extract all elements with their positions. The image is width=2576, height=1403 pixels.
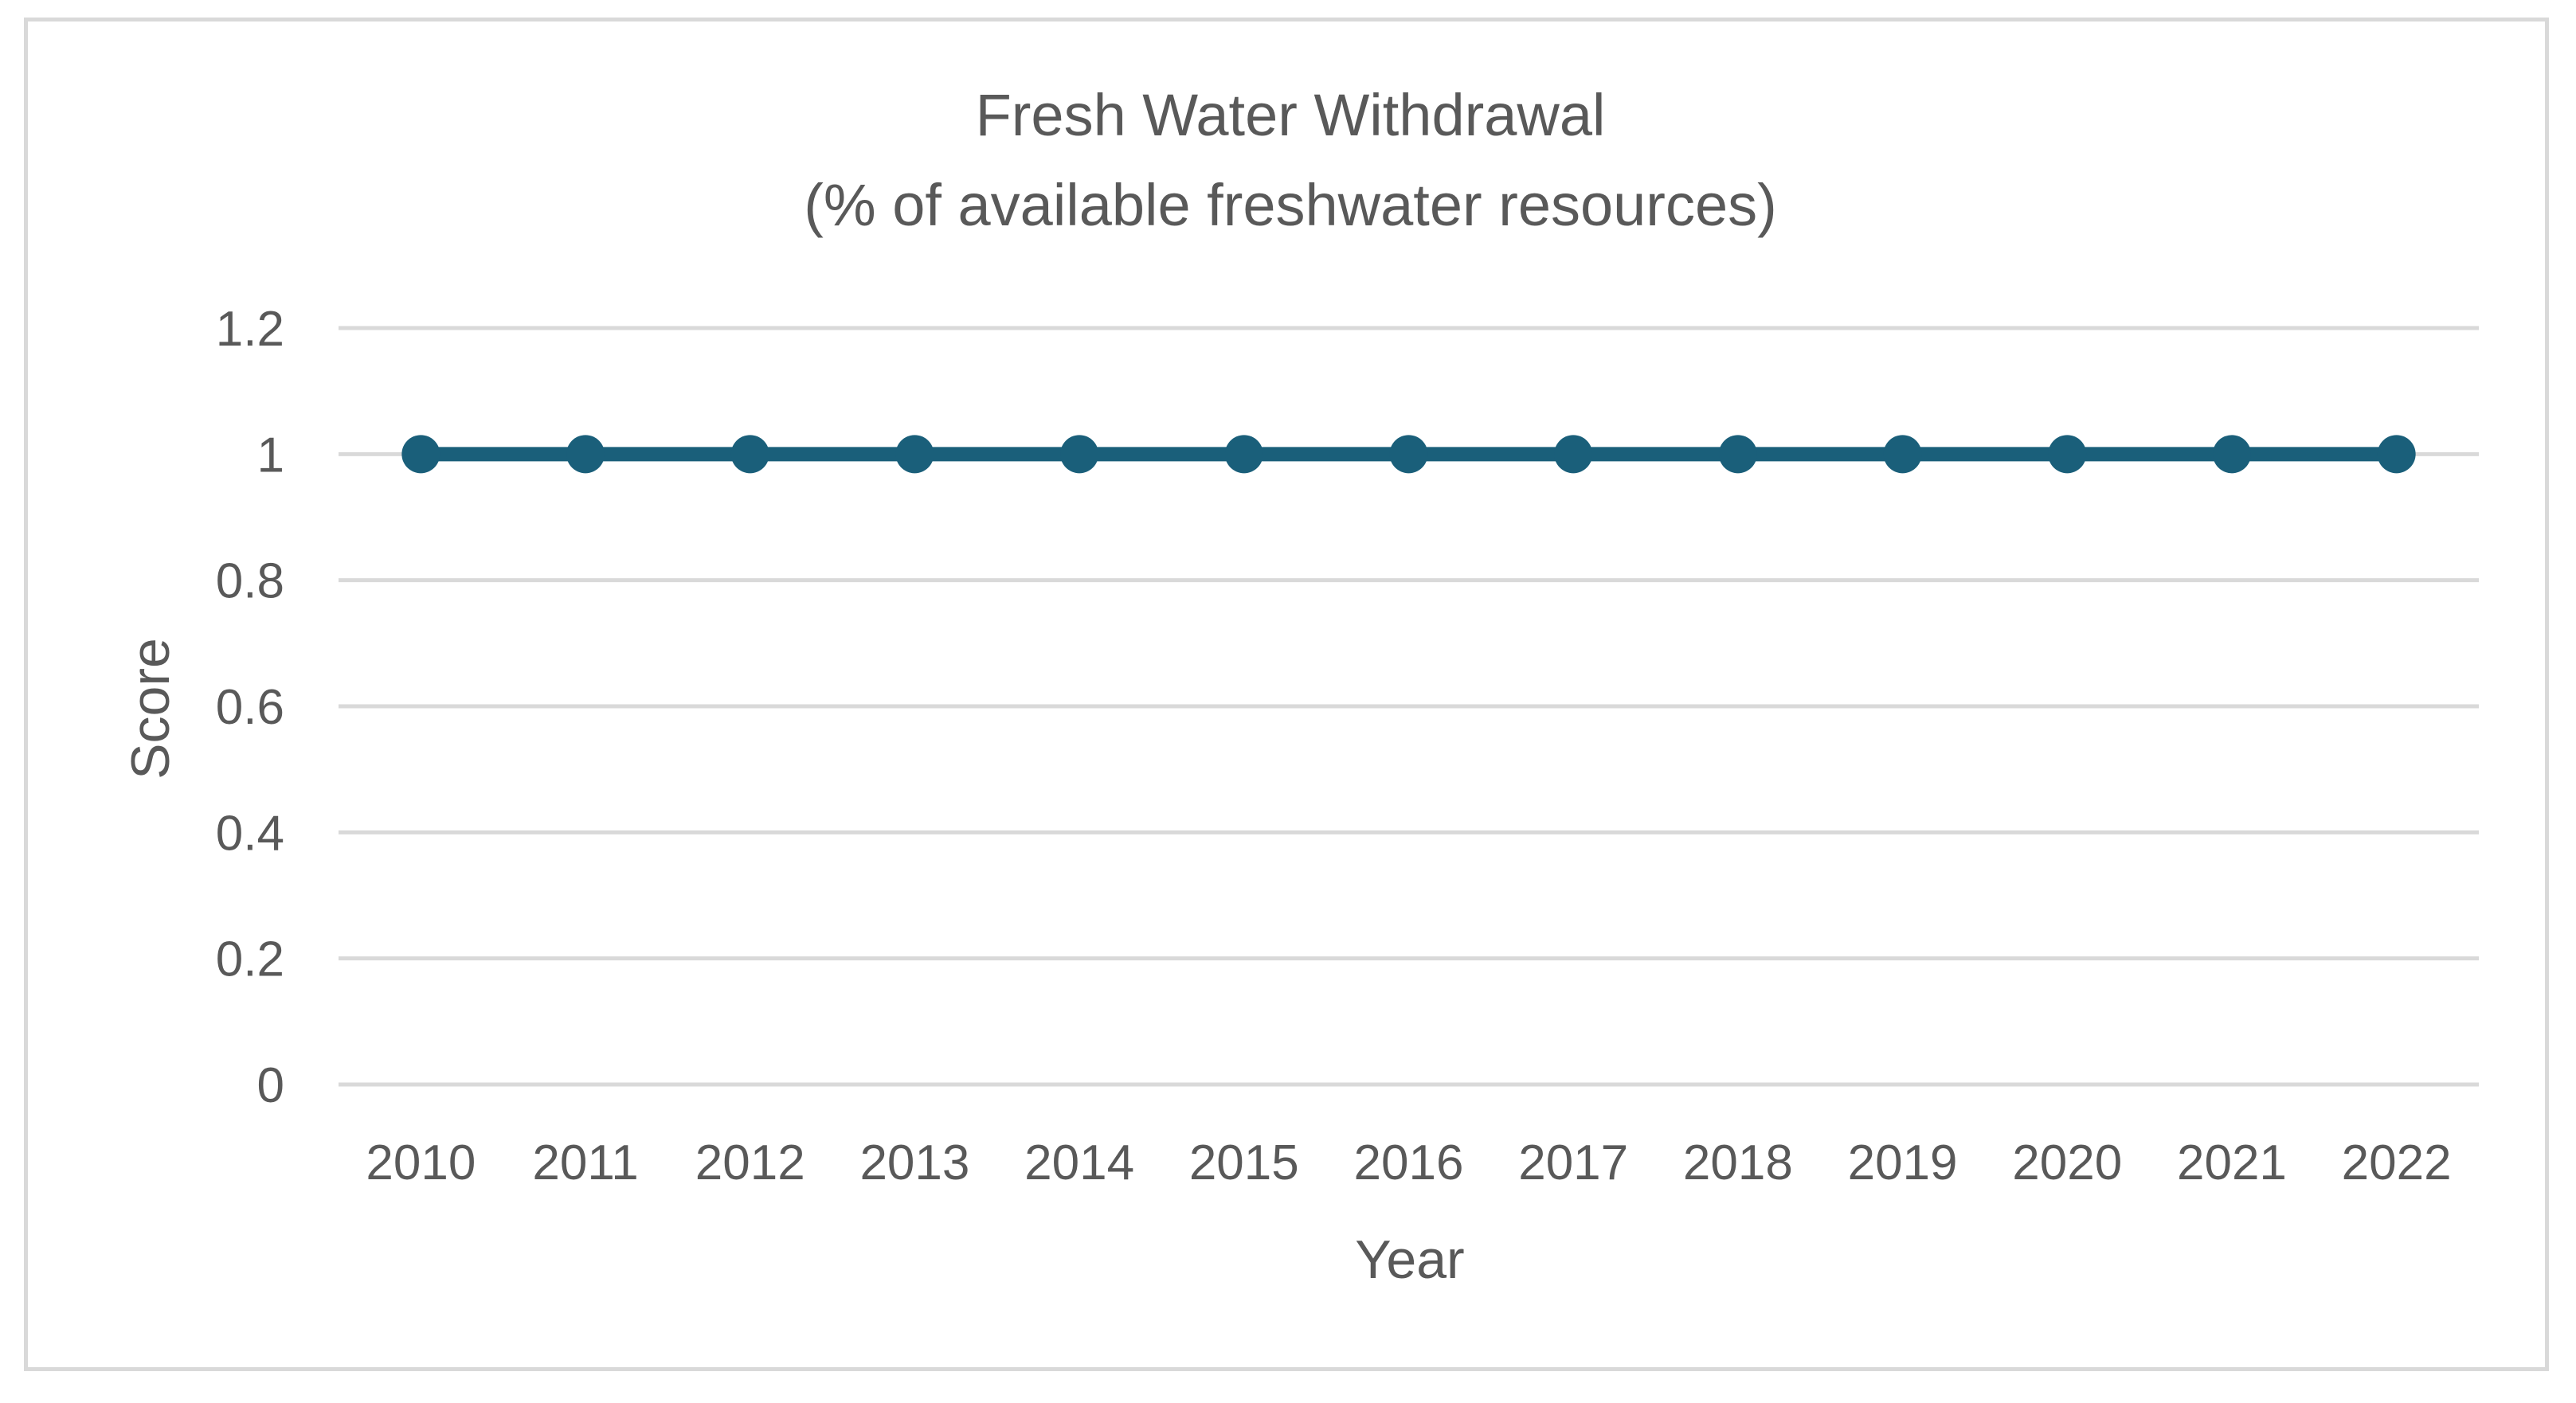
y-axis-ticks: 0 0.2 0.4 0.6 0.8 1 1.2 (216, 302, 284, 1113)
data-point (895, 435, 934, 474)
chart-frame (24, 18, 2549, 1371)
data-point (1224, 435, 1263, 474)
data-point (2377, 435, 2416, 474)
x-tick-label: 2019 (1848, 1135, 1958, 1190)
y-tick-label: 1.2 (216, 302, 284, 357)
y-axis-title: Score (120, 638, 181, 780)
y-tick-label: 0.8 (216, 554, 284, 609)
x-tick-label: 2016 (1354, 1135, 1464, 1190)
x-tick-label: 2018 (1683, 1135, 1793, 1190)
x-axis-title: Year (1355, 1229, 1464, 1290)
data-point (401, 435, 440, 474)
x-tick-label: 2015 (1189, 1135, 1299, 1190)
chart-title: Fresh Water Withdrawal (976, 82, 1606, 148)
x-tick-label: 2014 (1024, 1135, 1134, 1190)
y-tick-label: 0.2 (216, 932, 284, 987)
x-tick-label: 2010 (366, 1135, 476, 1190)
data-point (1883, 435, 1922, 474)
x-tick-label: 2011 (532, 1135, 638, 1190)
x-tick-label: 2017 (1518, 1135, 1628, 1190)
data-point (566, 435, 605, 474)
data-point (2212, 435, 2251, 474)
x-axis-ticks: 2010 2011 2012 2013 2014 2015 2016 2017 2018 2019… (366, 1135, 2451, 1190)
y-tick-label: 0 (257, 1058, 284, 1113)
series-layer (401, 435, 2416, 474)
y-tick-label: 0.4 (216, 806, 284, 861)
data-point (730, 435, 769, 474)
data-point (1389, 435, 1428, 474)
y-tick-label: 0.6 (216, 680, 284, 735)
data-point (1554, 435, 1593, 474)
x-tick-label: 2020 (2012, 1135, 2122, 1190)
data-point (2048, 435, 2087, 474)
chart-subtitle: (% of available freshwater resources) (804, 172, 1777, 238)
x-tick-label: 2013 (859, 1135, 969, 1190)
y-tick-label: 1 (257, 428, 284, 483)
x-tick-label: 2021 (2177, 1135, 2287, 1190)
x-tick-label: 2012 (695, 1135, 805, 1190)
data-point (1718, 435, 1757, 474)
data-point (1060, 435, 1099, 474)
x-tick-label: 2022 (2342, 1135, 2452, 1190)
